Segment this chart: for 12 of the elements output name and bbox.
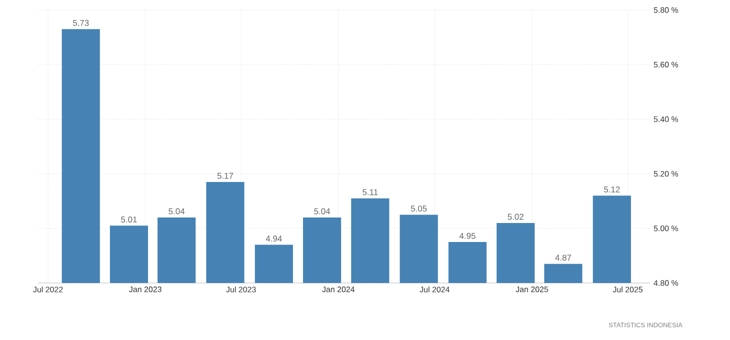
data-label: 5.05 (410, 206, 427, 212)
data-label: 5.02 (508, 214, 524, 220)
data-label: 5.04 (168, 208, 185, 214)
data-label: 5.01 (121, 216, 137, 222)
data-label: 4.94 (266, 236, 282, 242)
data-label: 4.95 (459, 232, 476, 239)
data-label: 5.73 (72, 20, 89, 26)
data-label: 5.11 (362, 189, 378, 196)
data-label: 5.12 (604, 186, 620, 192)
data-label: 5.17 (217, 172, 234, 179)
data-label: 4.87 (555, 254, 572, 261)
data-label: 5.04 (314, 208, 330, 214)
